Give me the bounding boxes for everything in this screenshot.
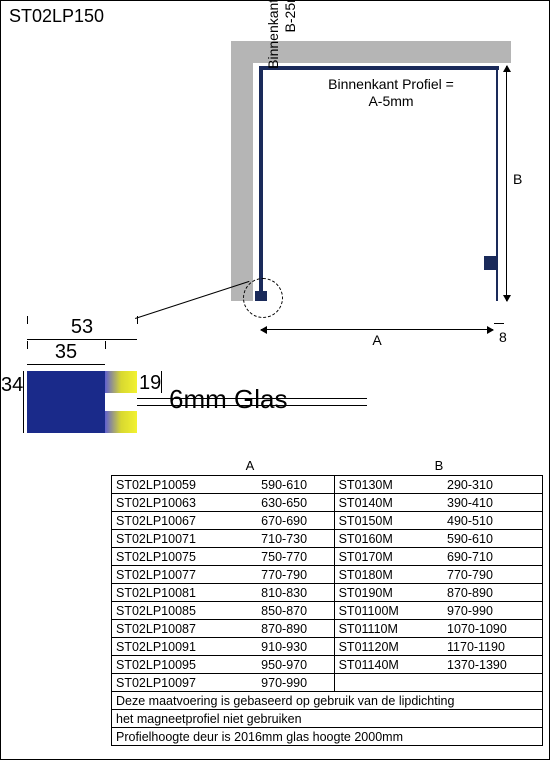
label-binnenkant-a: Binnenkant Profiel = A-5mm xyxy=(291,76,491,110)
cell-range-b: 690-710 xyxy=(443,548,542,566)
dimension-53: 53 xyxy=(27,316,137,340)
cell-code-b: ST0150M xyxy=(334,512,443,530)
cell-code-a: ST02LP10085 xyxy=(112,602,235,620)
dimension-b-line xyxy=(506,66,507,301)
cell-code-a: ST02LP10081 xyxy=(112,584,235,602)
cell-code-b: ST0130M xyxy=(334,476,443,494)
dimension-a: A xyxy=(261,329,493,346)
table-row: ST02LP10097970-990 xyxy=(112,674,543,692)
tick xyxy=(137,316,138,324)
table-headers: A B xyxy=(111,456,543,475)
table-row: ST02LP10059590-610ST0130M290-310 xyxy=(112,476,543,494)
cell-code-a: ST02LP10077 xyxy=(112,566,235,584)
hinge-block xyxy=(484,256,498,270)
cell-code-b: ST0140M xyxy=(334,494,443,512)
size-table: A B ST02LP10059590-610ST0130M290-310ST02… xyxy=(111,456,543,746)
cell-code-b: ST0190M xyxy=(334,584,443,602)
cell-code-b: ST01110M xyxy=(334,620,443,638)
table-row: ST02LP10077770-790ST0180M770-790 xyxy=(112,566,543,584)
cell-range-b: 490-510 xyxy=(443,512,542,530)
table-note: Deze maatvoering is gebaseerd op gebruik… xyxy=(112,692,543,710)
cell-code-a: ST02LP10097 xyxy=(112,674,235,692)
dimension-19: 19 xyxy=(139,372,161,395)
cell-range-b: 1070-1090 xyxy=(443,620,542,638)
table-note: het magneetprofiel niet gebruiken xyxy=(112,710,543,728)
cell-range-b: 1370-1390 xyxy=(443,656,542,674)
note-text: het magneetprofiel niet gebruiken xyxy=(112,710,543,728)
tick xyxy=(105,341,106,349)
cell-code-b xyxy=(334,674,443,692)
page-title: ST02LP150 xyxy=(9,6,104,27)
cell-range-b: 290-310 xyxy=(443,476,542,494)
cell-range-a: 970-990 xyxy=(235,674,334,692)
table-row: ST02LP10063630-650ST0140M390-410 xyxy=(112,494,543,512)
cell-range-b xyxy=(443,674,542,692)
cell-range-b: 1170-1190 xyxy=(443,638,542,656)
cell-range-a: 950-970 xyxy=(235,656,334,674)
cell-code-b: ST0180M xyxy=(334,566,443,584)
cell-range-b: 590-610 xyxy=(443,530,542,548)
bracket-body xyxy=(27,371,105,433)
dimension-34: 34 xyxy=(1,374,23,434)
tick xyxy=(27,316,28,324)
table-row: ST02LP10067670-690ST0150M490-510 xyxy=(112,512,543,530)
cell-code-a: ST02LP10067 xyxy=(112,512,235,530)
table-row: ST02LP10071710-730ST0160M590-610 xyxy=(112,530,543,548)
cell-code-b: ST0160M xyxy=(334,530,443,548)
cell-range-a: 710-730 xyxy=(235,530,334,548)
cell-range-a: 590-610 xyxy=(235,476,334,494)
page: ST02LP150 Binnenkant Profiel = A-5mm Bin… xyxy=(0,0,550,760)
dimension-35: 35 xyxy=(27,341,105,365)
cell-code-a: ST02LP10071 xyxy=(112,530,235,548)
cell-code-a: ST02LP10091 xyxy=(112,638,235,656)
header-a: A xyxy=(195,458,305,473)
table-row: ST02LP10085850-870ST01100M970-990 xyxy=(112,602,543,620)
detail-callout-circle xyxy=(243,278,283,318)
cell-code-b: ST01140M xyxy=(334,656,443,674)
cell-code-b: ST01120M xyxy=(334,638,443,656)
label-binnenkant-b: Binnenkant Profiel = B-25mm xyxy=(265,0,299,101)
bracket-lip-top xyxy=(105,371,137,393)
table-row: ST02LP10075750-770ST0170M690-710 xyxy=(112,548,543,566)
dimension-8: 8 xyxy=(499,329,507,345)
cell-range-a: 750-770 xyxy=(235,548,334,566)
cell-range-b: 770-790 xyxy=(443,566,542,584)
cell-code-b: ST01100M xyxy=(334,602,443,620)
cell-code-a: ST02LP10087 xyxy=(112,620,235,638)
cell-range-a: 810-830 xyxy=(235,584,334,602)
table-row: ST02LP10087870-890ST01110M1070-1090 xyxy=(112,620,543,638)
cell-range-b: 970-990 xyxy=(443,602,542,620)
cell-range-a: 910-930 xyxy=(235,638,334,656)
table-row: ST02LP10081810-830ST0190M870-890 xyxy=(112,584,543,602)
profile-left xyxy=(259,66,263,296)
glass-label: 6mm Glas xyxy=(169,384,287,415)
plan-diagram: Binnenkant Profiel = A-5mm Binnenkant Pr… xyxy=(231,41,531,341)
tick xyxy=(27,341,28,349)
wall-vertical xyxy=(231,41,253,301)
cell-code-a: ST02LP10059 xyxy=(112,476,235,494)
cell-code-a: ST02LP10063 xyxy=(112,494,235,512)
cell-range-a: 630-650 xyxy=(235,494,334,512)
cell-range-a: 670-690 xyxy=(235,512,334,530)
cell-code-b: ST0170M xyxy=(334,548,443,566)
cell-code-a: ST02LP10095 xyxy=(112,656,235,674)
cell-range-a: 870-890 xyxy=(235,620,334,638)
data-table: ST02LP10059590-610ST0130M290-310ST02LP10… xyxy=(111,475,543,746)
note-text: Deze maatvoering is gebaseerd op gebruik… xyxy=(112,692,543,710)
cell-range-a: 770-790 xyxy=(235,566,334,584)
bracket-lip-bottom xyxy=(105,411,137,433)
table-row: ST02LP10091910-930ST01120M1170-1190 xyxy=(112,638,543,656)
cell-range-b: 870-890 xyxy=(443,584,542,602)
cell-code-a: ST02LP10075 xyxy=(112,548,235,566)
note-text: Profielhoogte deur is 2016mm glas hoogte… xyxy=(112,728,543,746)
dimension-8-tick xyxy=(494,323,504,324)
cell-range-a: 850-870 xyxy=(235,602,334,620)
bracket-detail: 53 35 34 19 6mm Glas xyxy=(5,336,245,456)
table-note: Profielhoogte deur is 2016mm glas hoogte… xyxy=(112,728,543,746)
table-row: ST02LP10095950-970ST01140M1370-1390 xyxy=(112,656,543,674)
header-b: B xyxy=(389,458,489,473)
dimension-b: B xyxy=(513,171,522,187)
cell-range-b: 390-410 xyxy=(443,494,542,512)
